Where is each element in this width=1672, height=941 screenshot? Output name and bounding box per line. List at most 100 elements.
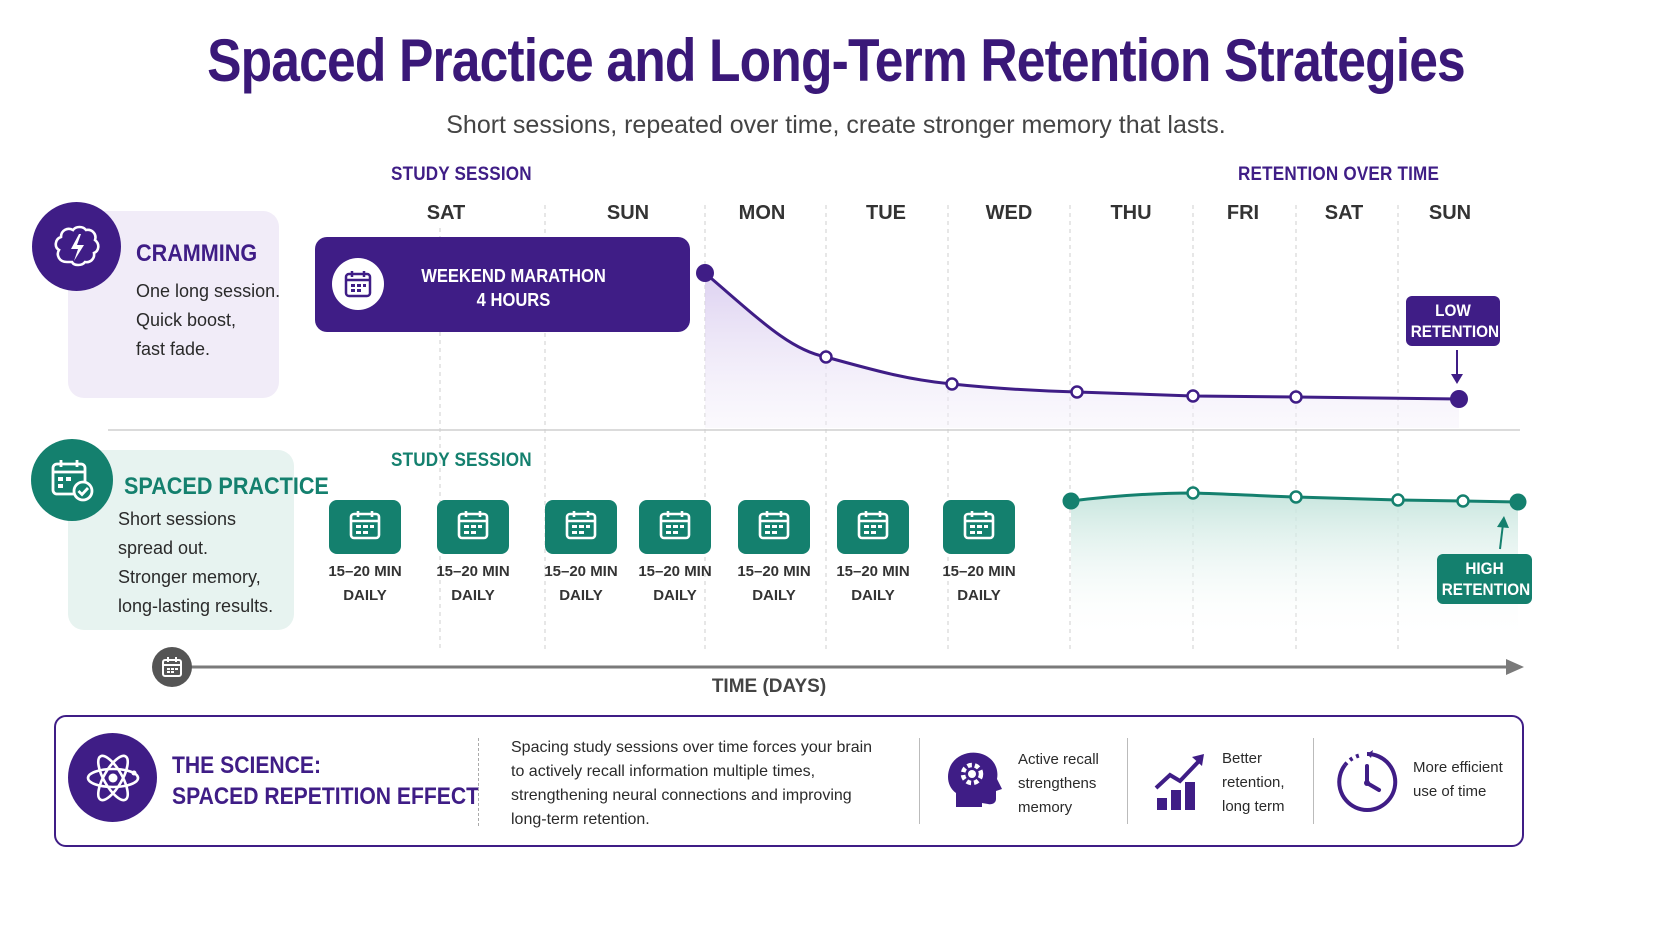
benefit-line: long term [1222, 798, 1285, 815]
calendar-icon [152, 647, 192, 687]
retention-over-time-label: RETENTION OVER TIME [1238, 164, 1440, 185]
benefit-line: More efficient [1413, 759, 1503, 776]
day-label: THU [1110, 202, 1152, 224]
spaced-end-point [1509, 493, 1527, 511]
cramming-line: One long session. [136, 281, 281, 301]
session-tile [437, 500, 509, 554]
time-axis-label: TIME (DAYS) [711, 676, 827, 697]
calendar-icon [962, 509, 996, 546]
session-frequency: DAILY [451, 587, 495, 604]
session-caption: 15–20 MIN DAILY [418, 560, 528, 608]
session-caption: 15–20 MIN DAILY [526, 560, 636, 608]
clock-icon [1335, 750, 1399, 819]
session-duration: 15–20 MIN [737, 563, 811, 580]
badge-line: HIGH [1465, 559, 1504, 578]
calendar-icon [564, 509, 598, 546]
cramming-line: fast fade. [136, 339, 211, 359]
spaced-point [1391, 493, 1405, 507]
session-frequency: DAILY [851, 587, 895, 604]
session-tile [329, 500, 401, 554]
session-tile [639, 500, 711, 554]
benefit-line: use of time [1413, 783, 1487, 800]
calendar-icon [757, 509, 791, 546]
calendar-icon [856, 509, 890, 546]
spaced-start-point [1062, 492, 1080, 510]
spaced-area [1071, 493, 1518, 640]
science-body-line: Spacing study sessions over time forces … [511, 739, 873, 756]
benefit-line: Better [1222, 750, 1263, 767]
session-caption: 15–20 MIN DAILY [620, 560, 730, 608]
cramming-point [1289, 390, 1303, 404]
page-title: Spaced Practice and Long-Term Retention … [207, 27, 1466, 94]
spaced-practice-description: Short sessions spread out. Stronger memo… [118, 505, 273, 621]
day-label: FRI [1226, 202, 1260, 224]
session-caption: 15–20 MIN DAILY [818, 560, 928, 608]
calendar-icon [348, 509, 382, 546]
spaced-line: Stronger memory, [118, 567, 261, 587]
benefit-text: Better retention, long term [1222, 747, 1285, 819]
session-caption: 15–20 MIN DAILY [924, 560, 1034, 608]
calendar-icon [658, 509, 692, 546]
session-tile [943, 500, 1015, 554]
low-retention-badge: LOW RETENTION [1406, 296, 1500, 346]
session-duration: 15–20 MIN [436, 563, 510, 580]
session-caption: 15–20 MIN DAILY [719, 560, 829, 608]
session-frequency: DAILY [957, 587, 1001, 604]
cramming-description: One long session. Quick boost, fast fade… [136, 277, 280, 364]
day-label: SUN [606, 202, 650, 224]
page-subtitle: Short sessions, repeated over time, crea… [446, 111, 1226, 139]
atom-icon [68, 733, 157, 822]
benefit-text: More efficient use of time [1413, 756, 1503, 804]
session-caption: 15–20 MIN DAILY [310, 560, 420, 608]
cramming-area [705, 273, 1459, 428]
study-session-label: STUDY SESSION [391, 164, 532, 185]
cramming-point [945, 377, 959, 391]
science-title-line: THE SCIENCE: [172, 752, 322, 779]
session-frequency: DAILY [559, 587, 603, 604]
calendar-check-icon [31, 439, 113, 521]
calendar-icon [456, 509, 490, 546]
science-body-line: strengthening neural connections and imp… [511, 787, 852, 804]
cramming-point [819, 350, 833, 364]
footer-divider [478, 738, 479, 826]
spaced-point [1456, 494, 1470, 508]
science-title: THE SCIENCE: SPACED REPETITION EFFECT [172, 750, 521, 812]
marathon-line: 4 HOURS [476, 290, 551, 310]
science-body: Spacing study sessions over time forces … [511, 736, 911, 832]
marathon-label: WEEKEND MARATHON 4 HOURS [397, 264, 630, 312]
science-panel [54, 715, 1524, 847]
session-duration: 15–20 MIN [638, 563, 712, 580]
day-label: SAT [1324, 202, 1364, 224]
weekend-marathon-block: WEEKEND MARATHON 4 HOURS [315, 237, 690, 332]
badge-line: RETENTION [1441, 580, 1531, 599]
benefit-line: Active recall [1018, 751, 1099, 768]
benefit-text: Active recall strengthens memory [1018, 748, 1099, 820]
high-retention-badge: HIGH RETENTION [1437, 554, 1532, 604]
spaced-point [1289, 490, 1303, 504]
cramming-curve [704, 271, 1460, 401]
spaced-line: spread out. [118, 538, 209, 558]
session-tile [545, 500, 617, 554]
spaced-line: long-lasting results. [118, 596, 274, 616]
cramming-start-point [696, 264, 714, 282]
session-tile [837, 500, 909, 554]
benefit-line: memory [1018, 799, 1073, 816]
session-tile [738, 500, 810, 554]
science-body-line: to actively recall information multiple … [511, 763, 816, 780]
day-label: SUN [1428, 202, 1472, 224]
growth-chart-icon [1152, 748, 1210, 819]
science-title-line: SPACED REPETITION EFFECT [172, 783, 480, 810]
cramming-point [1070, 385, 1084, 399]
cramming-line: Quick boost, [136, 310, 237, 330]
footer-divider [1313, 738, 1314, 824]
cramming-title: CRAMMING [136, 240, 258, 267]
session-frequency: DAILY [653, 587, 697, 604]
cramming-point [1186, 389, 1200, 403]
footer-divider [919, 738, 920, 824]
marathon-line: WEEKEND MARATHON [421, 266, 606, 286]
spaced-practice-title: SPACED PRACTICE [124, 473, 329, 500]
high-retention-arrow [1499, 523, 1504, 550]
benefit-line: strengthens [1018, 775, 1097, 792]
session-frequency: DAILY [752, 587, 796, 604]
